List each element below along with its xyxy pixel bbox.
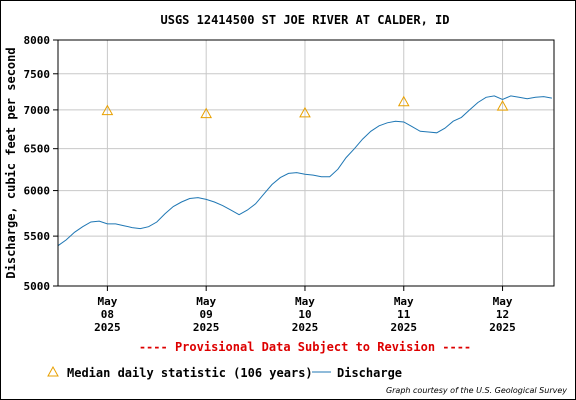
x-tick-label: May <box>196 295 216 308</box>
plot-area <box>57 39 555 287</box>
x-tick-label: 08 <box>101 308 114 321</box>
y-axis-label: Discharge, cubic feet per second <box>4 47 18 278</box>
provisional-annotation: ---- Provisional Data Subject to Revisio… <box>139 340 471 354</box>
legend-median-marker <box>47 365 59 377</box>
y-tick-label: 5000 <box>24 280 51 293</box>
median-point <box>299 106 311 118</box>
legend-median-label: Median daily statistic (106 years) <box>67 366 313 380</box>
legend-discharge-label: Discharge <box>337 366 402 380</box>
x-axis-ticks: May082025May092025May102025May112025May1… <box>94 286 516 334</box>
y-tick-label: 6000 <box>24 185 51 198</box>
chart-title: USGS 12414500 ST JOE RIVER AT CALDER, ID <box>161 13 450 27</box>
x-tick-label: 12 <box>496 308 509 321</box>
x-tick-label: 11 <box>397 308 411 321</box>
x-tick-label: May <box>295 295 315 308</box>
gridlines <box>58 40 554 286</box>
x-tick-label: May <box>493 295 513 308</box>
y-axis-ticks: 8000 7500 7000 6500 6000 5500 5000 <box>24 34 58 293</box>
y-tick-label: 5500 <box>24 230 51 243</box>
median-markers <box>101 95 509 119</box>
x-tick-label: 2025 <box>193 321 220 334</box>
x-tick-label: 2025 <box>489 321 516 334</box>
x-tick-label: May <box>97 295 117 308</box>
y-tick-label: 7500 <box>24 68 51 81</box>
x-tick-label: May <box>394 295 414 308</box>
median-point <box>397 95 410 107</box>
x-tick-label: 09 <box>200 308 213 321</box>
x-tick-label: 2025 <box>94 321 121 334</box>
y-tick-label: 6500 <box>24 143 51 156</box>
median-point <box>200 107 213 119</box>
x-tick-label: 10 <box>298 308 311 321</box>
credit-text: Graph courtesy of the U.S. Geological Su… <box>386 386 567 395</box>
median-point <box>496 100 509 111</box>
x-tick-label: 2025 <box>292 321 319 334</box>
x-tick-label: 2025 <box>391 321 418 334</box>
discharge-series-line <box>57 95 552 247</box>
y-tick-label: 7000 <box>24 104 51 117</box>
y-tick-label: 8000 <box>24 34 51 47</box>
median-point <box>101 104 114 116</box>
